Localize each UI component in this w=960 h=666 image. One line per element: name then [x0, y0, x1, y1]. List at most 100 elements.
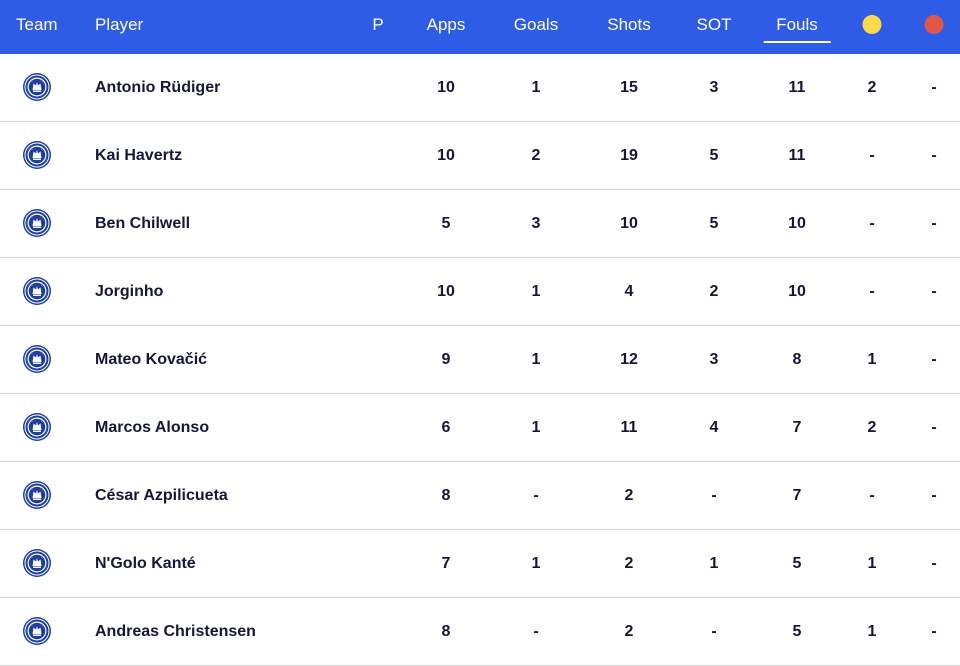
apps-value: 8 — [441, 623, 451, 640]
sot-value: - — [711, 623, 717, 640]
apps-value: 10 — [437, 79, 455, 96]
fouls-value: 11 — [788, 79, 806, 96]
fouls-value: 7 — [792, 419, 802, 436]
apps-value: 7 — [441, 555, 451, 572]
sot-value: 5 — [709, 215, 719, 232]
player-name[interactable]: Ben Chilwell — [95, 215, 191, 232]
column-header-fouls-label: Fouls — [776, 15, 818, 34]
yellow-cards-value: - — [869, 487, 875, 504]
player-name[interactable]: Antonio Rüdiger — [95, 79, 221, 96]
column-header-goals[interactable]: Goals — [513, 15, 559, 34]
yellow-cards-value: 1 — [867, 623, 877, 640]
table-row[interactable]: Ben Chilwell 5 3 10 5 10 - - — [0, 190, 960, 258]
red-cards-value: - — [931, 79, 937, 96]
yellow-cards-value: - — [869, 215, 875, 232]
yellow-cards-value: - — [869, 283, 875, 300]
table-row[interactable]: Kai Havertz 10 2 19 5 11 - - — [0, 122, 960, 190]
chelsea-crest-icon — [23, 549, 51, 577]
goals-value: 2 — [531, 147, 541, 164]
sot-value: 5 — [709, 147, 719, 164]
shots-value: 2 — [624, 623, 634, 640]
chelsea-crest-icon — [23, 345, 51, 373]
fouls-value: 5 — [792, 623, 802, 640]
player-name[interactable]: Kai Havertz — [95, 147, 183, 164]
shots-value: 11 — [620, 419, 638, 436]
table-row[interactable]: César Azpilicueta 8 - 2 - 7 - - — [0, 462, 960, 530]
column-header-team[interactable]: Team — [16, 15, 58, 34]
shots-value: 2 — [624, 487, 634, 504]
red-cards-value: - — [931, 555, 937, 572]
chelsea-crest-icon — [23, 73, 51, 101]
red-cards-value: - — [931, 283, 937, 300]
yellow-cards-value: 1 — [867, 351, 877, 368]
table-row[interactable]: N'Golo Kanté 7 1 2 1 5 1 - — [0, 530, 960, 598]
yellow-cards-value: 2 — [867, 79, 877, 96]
chelsea-crest-icon — [23, 277, 51, 305]
goals-value: 1 — [531, 283, 541, 300]
sot-value: 3 — [709, 79, 719, 96]
yellow-cards-value: 1 — [867, 555, 877, 572]
sot-value: 1 — [709, 555, 719, 572]
table-body: Antonio Rüdiger 10 1 15 3 11 2 - Kai Hav… — [0, 54, 960, 666]
column-header-red-cards[interactable] — [924, 0, 944, 54]
sot-value: 4 — [709, 419, 719, 436]
table-row[interactable]: Mateo Kovačić 9 1 12 3 8 1 - — [0, 326, 960, 394]
goals-value: 3 — [531, 215, 541, 232]
yellow-card-icon — [862, 14, 882, 34]
goals-value: - — [533, 623, 539, 640]
table-row[interactable]: Jorginho 10 1 4 2 10 - - — [0, 258, 960, 326]
player-name[interactable]: Andreas Christensen — [95, 623, 256, 640]
table-row[interactable]: Andreas Christensen 8 - 2 - 5 1 - — [0, 598, 960, 666]
shots-value: 2 — [624, 555, 634, 572]
fouls-value: 5 — [792, 555, 802, 572]
fouls-value: 10 — [788, 215, 806, 232]
shots-value: 15 — [620, 79, 638, 96]
table-row[interactable]: Marcos Alonso 6 1 11 4 7 2 - — [0, 394, 960, 462]
player-name[interactable]: César Azpilicueta — [95, 487, 228, 504]
column-header-p[interactable]: P — [372, 15, 384, 34]
apps-value: 10 — [437, 283, 455, 300]
yellow-cards-value: - — [869, 147, 875, 164]
table-header: Team Player P Apps Goals Shots SOT Fouls — [0, 0, 960, 54]
goals-value: 1 — [531, 351, 541, 368]
shots-value: 12 — [620, 351, 638, 368]
chelsea-crest-icon — [23, 141, 51, 169]
red-cards-value: - — [931, 215, 937, 232]
column-header-sot[interactable]: SOT — [696, 15, 732, 34]
shots-value: 19 — [620, 147, 638, 164]
apps-value: 6 — [441, 419, 451, 436]
red-cards-value: - — [931, 487, 937, 504]
apps-value: 9 — [441, 351, 451, 368]
shots-value: 10 — [620, 215, 638, 232]
column-header-shots[interactable]: Shots — [607, 15, 651, 34]
sot-value: 3 — [709, 351, 719, 368]
apps-value: 5 — [441, 215, 451, 232]
player-name[interactable]: Mateo Kovačić — [95, 351, 208, 368]
column-header-player[interactable]: Player — [95, 15, 144, 34]
table-row[interactable]: Antonio Rüdiger 10 1 15 3 11 2 - — [0, 54, 960, 122]
player-name[interactable]: Marcos Alonso — [95, 419, 210, 436]
red-cards-value: - — [931, 147, 937, 164]
apps-value: 8 — [441, 487, 451, 504]
red-cards-value: - — [931, 351, 937, 368]
active-sort-underline — [763, 41, 831, 43]
column-header-yellow-cards[interactable] — [862, 0, 882, 54]
fouls-value: 11 — [788, 147, 806, 164]
fouls-value: 7 — [792, 487, 802, 504]
apps-value: 10 — [437, 147, 455, 164]
goals-value: 1 — [531, 79, 541, 96]
column-header-fouls[interactable]: Fouls — [763, 0, 831, 54]
red-cards-value: - — [931, 623, 937, 640]
sot-value: 2 — [709, 283, 719, 300]
chelsea-crest-icon — [23, 481, 51, 509]
column-header-apps[interactable]: Apps — [426, 15, 466, 34]
yellow-cards-value: 2 — [867, 419, 877, 436]
chelsea-crest-icon — [23, 209, 51, 237]
sot-value: - — [711, 487, 717, 504]
player-name[interactable]: N'Golo Kanté — [95, 555, 196, 572]
goals-value: - — [533, 487, 539, 504]
fouls-value: 8 — [792, 351, 802, 368]
player-name[interactable]: Jorginho — [95, 283, 164, 300]
red-card-icon — [924, 14, 944, 34]
